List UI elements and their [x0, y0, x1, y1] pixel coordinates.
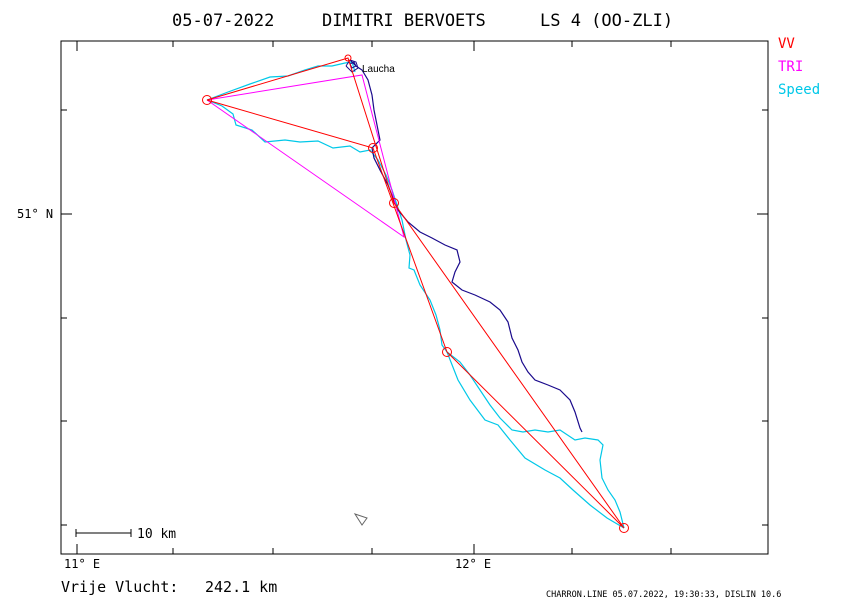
longitude-label-12: 12° E — [455, 557, 491, 571]
legend-vv: VV — [778, 36, 795, 52]
turnpoint-west — [202, 95, 212, 105]
turnpoint-south-mid — [442, 347, 452, 357]
vv-route — [206, 57, 625, 529]
credit-line: CHARRON.LINE 05.07.2022, 19:30:33, DISLI… — [546, 590, 781, 600]
top-ticks — [76, 41, 672, 51]
legend-tri: TRI — [778, 59, 803, 75]
pilot-name: DIMITRI BERVOETS — [322, 11, 486, 31]
glider-name: LS 4 (OO-ZLI) — [540, 11, 673, 31]
latitude-label: 51° N — [17, 207, 53, 221]
map-frame — [60, 40, 769, 555]
flight-date: 05-07-2022 — [172, 11, 274, 31]
turnpoint-start — [344, 54, 352, 62]
longitude-label-11: 11° E — [64, 557, 100, 571]
turnpoints — [202, 54, 629, 533]
legend-speed: Speed — [778, 82, 820, 98]
place-label: Laucha — [362, 64, 395, 75]
left-ticks — [61, 109, 72, 526]
flight-track — [349, 59, 583, 433]
scale-bar — [75, 529, 132, 537]
scale-label: 10 km — [137, 527, 176, 542]
free-flight-value: 242.1 km — [205, 578, 277, 596]
airspace-shape — [353, 513, 368, 526]
turnpoint-north — [368, 143, 378, 153]
turnpoint-center — [389, 198, 399, 208]
right-ticks — [757, 109, 768, 526]
turnpoint-southeast — [619, 523, 629, 533]
speed-track — [206, 61, 625, 529]
free-flight-label: Vrije Vlucht: — [61, 578, 178, 596]
bottom-ticks — [76, 544, 672, 554]
tri-route — [206, 74, 405, 239]
